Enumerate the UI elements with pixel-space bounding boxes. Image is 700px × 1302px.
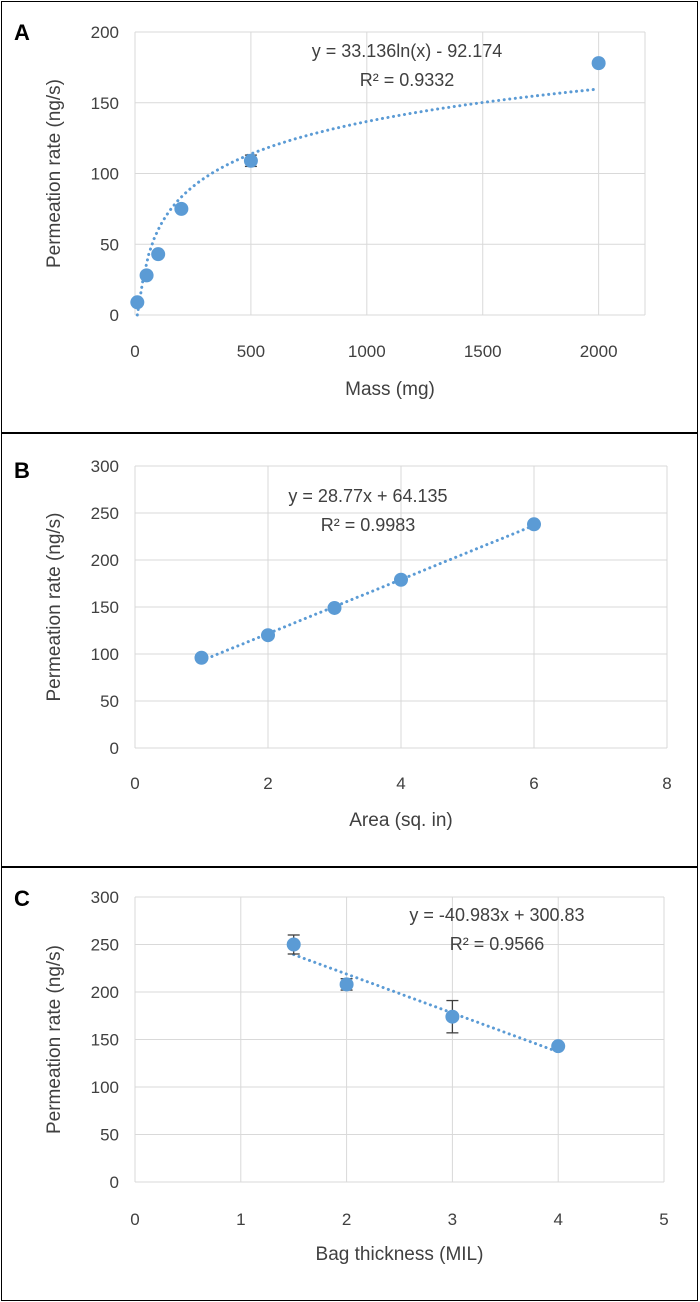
chart-panel-c: C 0 50 100 150 200 250 300 0 1 2 3 4 5 Bag thickness (…: [1, 867, 698, 1301]
chart-c-x-tick-label: 1: [236, 1210, 245, 1229]
chart-c-panel-label: C: [14, 886, 30, 911]
chart-b-trend-r2: R² = 0.9983: [321, 515, 416, 535]
chart-b-y-tick-label: 100: [91, 645, 119, 664]
chart-b-data-point: [261, 628, 275, 643]
chart-c-x-tick-label: 3: [448, 1210, 457, 1229]
chart-b-x-tick-label: 0: [130, 774, 139, 793]
chart-c-data-point: [286, 937, 301, 952]
chart-b-y-tick-label: 200: [91, 551, 119, 570]
chart-c-x-tick-label: 5: [659, 1210, 668, 1229]
chart-a-trend-r2: R² = 0.9332: [360, 70, 455, 90]
chart-b-data-point: [527, 517, 541, 532]
chart-c-y-tick-label: 100: [91, 1078, 119, 1097]
chart-c-trend-r2: R² = 0.9566: [450, 934, 545, 954]
chart-c-y-tick-label: 0: [110, 1173, 119, 1192]
chart-a-x-axis-title: Mass (mg): [345, 379, 435, 400]
chart-b-svg: B 0 50 100 150 200 250 300 0 2 4 6 8 Area (sq. in) Per…: [14, 457, 672, 831]
chart-c-svg: C 0 50 100 150 200 250 300 0 1 2 3 4 5 Bag thickness (…: [14, 886, 669, 1265]
chart-c-x-tick-label: 4: [553, 1210, 562, 1229]
chart-b-x-tick-label: 4: [396, 774, 405, 793]
chart-b-trendline: [200, 524, 536, 663]
chart-c-trendline: [292, 953, 560, 1054]
chart-b-x-tick-label: 8: [662, 774, 671, 793]
chart-c-y-tick-label: 250: [91, 936, 119, 955]
chart-a-x-tick-label: 500: [237, 342, 265, 361]
chart-b-y-tick-label: 300: [91, 457, 119, 476]
chart-b-y-tick-label: 50: [100, 692, 119, 711]
chart-b-y-tick-label: 150: [91, 598, 119, 617]
chart-a-data-point: [174, 201, 189, 216]
chart-c-x-tick-label: 2: [342, 1210, 351, 1229]
chart-c-y-tick-label: 300: [91, 888, 119, 907]
chart-c-data-point: [339, 977, 354, 992]
chart-a-y-tick-label: 50: [100, 235, 119, 254]
chart-a-trend-equation: y = 33.136ln(x) - 92.174: [312, 41, 503, 61]
chart-b-y-tick-label: 250: [91, 504, 119, 523]
chart-b-x-tick-label: 6: [529, 774, 538, 793]
chart-b-y-tick-label: 0: [110, 739, 119, 758]
chart-b-trend-equation: y = 28.77x + 64.135: [288, 486, 447, 506]
chart-a-data-point: [591, 56, 606, 71]
chart-c-x-tick-label: 0: [130, 1210, 139, 1229]
chart-b-y-axis-title: Permeation rate (ng/s): [44, 512, 65, 701]
chart-b-data-point: [194, 650, 209, 665]
chart-a-x-tick-label: 2000: [580, 342, 618, 361]
chart-a-y-tick-label: 0: [110, 306, 119, 325]
chart-a-data-point: [151, 247, 166, 262]
chart-a-panel-label: A: [14, 20, 30, 45]
chart-panel-b: B 0 50 100 150 200 250 300 0 2 4 6 8 Area (sq. in) Per…: [1, 433, 698, 867]
chart-c-y-tick-label: 50: [100, 1126, 119, 1145]
chart-b-data-point: [394, 572, 408, 587]
chart-a-x-tick-label: 1000: [348, 342, 386, 361]
chart-panel-a: A 0 50 100 150 200 0 500 1000 1500 2000 Mass (mg) Pe…: [1, 1, 698, 433]
chart-a-data-point: [243, 153, 258, 168]
chart-a-data-point: [139, 268, 154, 283]
chart-a-y-tick-label: 200: [91, 23, 119, 42]
chart-b-data-point: [327, 600, 342, 615]
chart-c-data-point: [445, 1009, 460, 1024]
chart-b-x-tick-label: 2: [263, 774, 272, 793]
chart-a-y-tick-label: 150: [91, 94, 119, 113]
chart-a-x-tick-label: 0: [130, 342, 139, 361]
chart-a-y-axis-title: Permeation rate (ng/s): [44, 79, 65, 268]
chart-c-y-tick-label: 150: [91, 1031, 119, 1050]
chart-b-x-axis-title: Area (sq. in): [349, 810, 452, 831]
chart-b-panel-label: B: [14, 458, 30, 483]
chart-a-data-point: [130, 295, 145, 310]
chart-c-trend-equation: y = -40.983x + 300.83: [409, 905, 584, 925]
chart-c-data-point: [551, 1039, 566, 1054]
chart-c-x-axis-title: Bag thickness (MIL): [316, 1244, 484, 1265]
chart-c-y-axis-title: Permeation rate (ng/s): [44, 945, 65, 1134]
chart-a-y-tick-label: 100: [91, 165, 119, 184]
chart-c-y-tick-label: 200: [91, 983, 119, 1002]
chart-a-trendline: [135, 87, 601, 317]
chart-a-x-tick-label: 1500: [464, 342, 502, 361]
